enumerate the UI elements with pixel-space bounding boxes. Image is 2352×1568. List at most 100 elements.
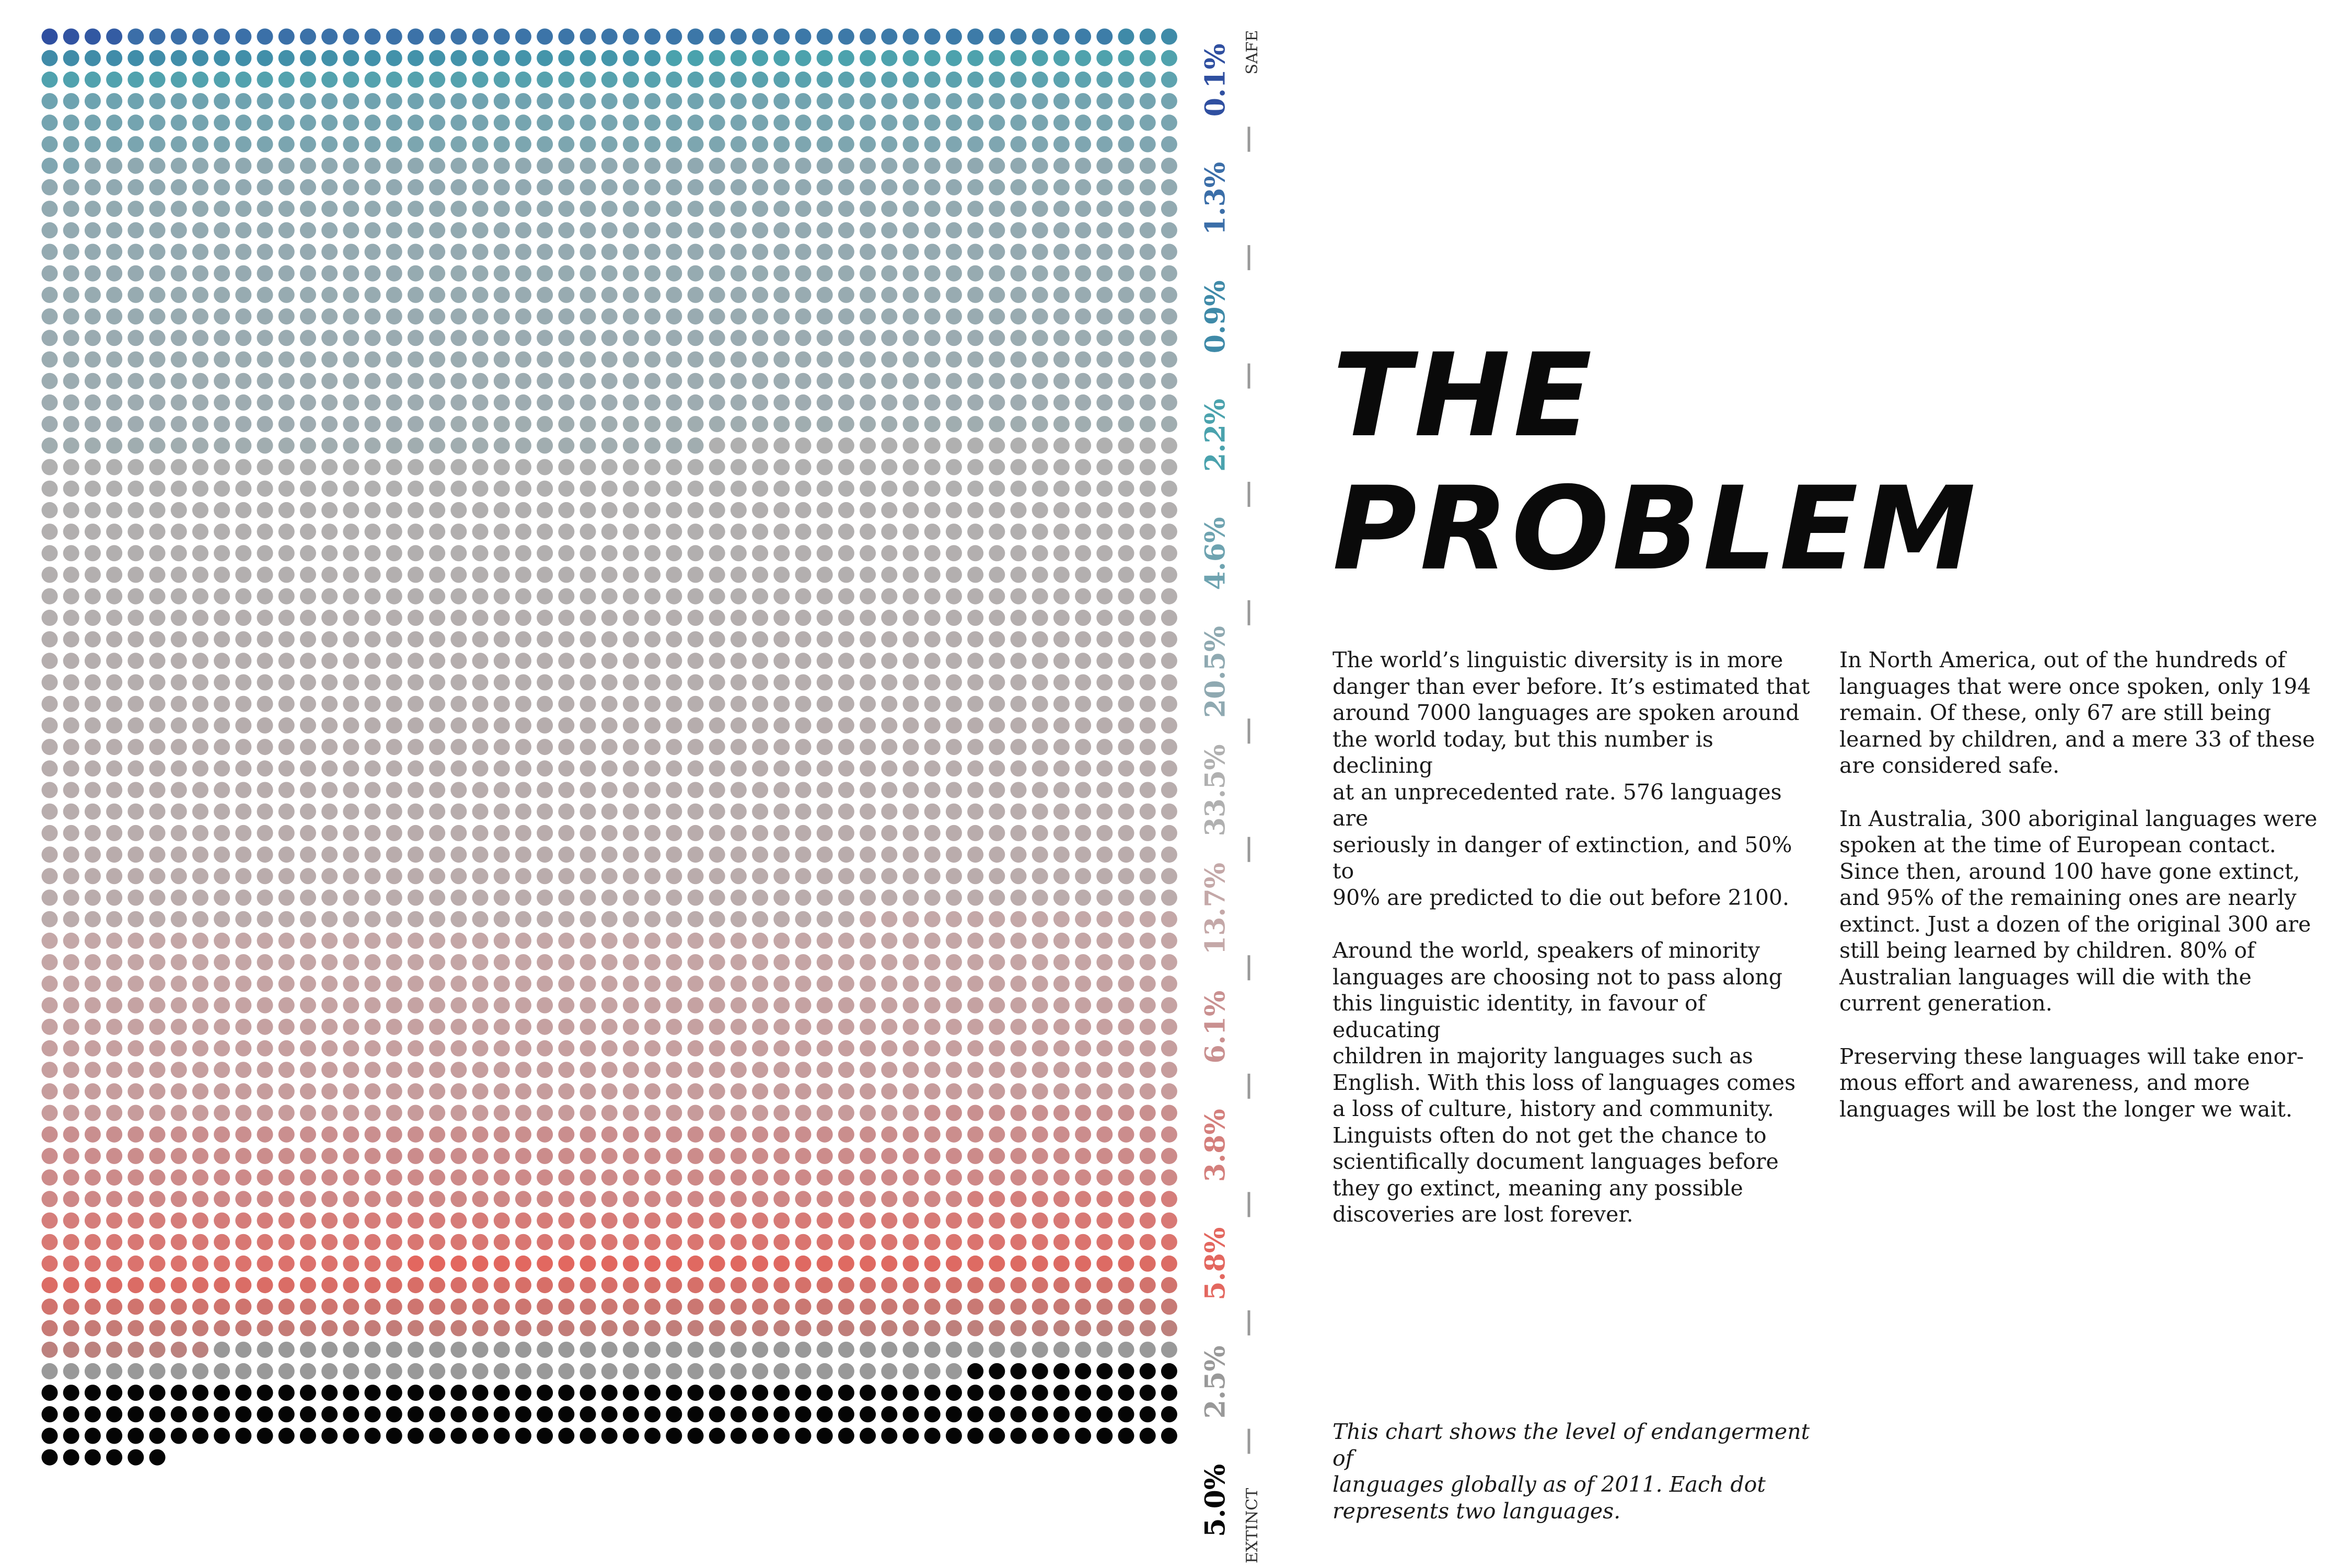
language-dot — [493, 695, 510, 712]
language-dot — [558, 954, 575, 971]
language-dot — [1139, 201, 1156, 217]
language-dot — [235, 201, 252, 217]
language-dot — [343, 1062, 360, 1078]
language-dot — [515, 28, 531, 45]
language-dot — [601, 631, 618, 648]
language-dot — [278, 545, 295, 562]
language-dot — [967, 674, 984, 691]
language-dot — [816, 93, 833, 110]
language-dot — [622, 93, 639, 110]
language-dot — [84, 1406, 101, 1423]
language-dot — [537, 136, 553, 153]
language-dot — [924, 179, 941, 195]
language-dot — [257, 28, 273, 45]
language-dot — [989, 351, 1005, 368]
language-dot — [989, 28, 1005, 45]
language-dot — [63, 1320, 79, 1337]
language-dot — [364, 1040, 381, 1056]
language-dot — [128, 803, 144, 820]
language-dot — [687, 824, 704, 841]
language-dot — [1010, 631, 1027, 648]
language-dot — [1096, 653, 1113, 669]
language-dot — [730, 545, 747, 562]
language-dot — [515, 975, 531, 992]
language-dot — [235, 1062, 252, 1078]
language-dot — [364, 997, 381, 1014]
language-dot — [214, 1105, 230, 1121]
language-dot — [63, 1363, 79, 1379]
language-dot — [795, 1320, 812, 1337]
language-dot — [752, 760, 769, 777]
language-dot — [1139, 739, 1156, 756]
language-dot — [450, 1062, 467, 1078]
language-dot — [945, 653, 962, 669]
article: THE PROBLEM The world’s linguistic diver… — [1333, 0, 2325, 1568]
language-dot — [128, 609, 144, 626]
language-dot — [1096, 308, 1113, 325]
language-dot — [128, 1126, 144, 1143]
language-dot — [299, 674, 316, 691]
language-dot — [730, 1385, 747, 1401]
language-dot — [170, 653, 187, 669]
language-dot — [257, 1083, 273, 1100]
language-dot — [622, 997, 639, 1014]
language-dot — [128, 28, 144, 45]
language-dot — [364, 911, 381, 927]
language-dot — [1118, 1320, 1134, 1337]
language-dot — [450, 868, 467, 885]
language-dot — [1075, 1018, 1092, 1035]
language-dot — [709, 1018, 725, 1035]
language-dot — [84, 911, 101, 927]
language-dot — [537, 524, 553, 540]
language-dot — [128, 330, 144, 346]
language-dot — [709, 1083, 725, 1100]
language-dot — [902, 975, 919, 992]
language-dot — [881, 975, 898, 992]
language-dot — [1161, 782, 1177, 798]
language-dot — [493, 1277, 510, 1294]
language-dot — [1053, 28, 1070, 45]
language-dot — [795, 782, 812, 798]
language-dot — [1010, 1277, 1027, 1294]
language-dot — [343, 330, 360, 346]
language-dot — [945, 954, 962, 971]
language-dot — [838, 695, 854, 712]
language-dot — [795, 1406, 812, 1423]
language-dot — [41, 782, 58, 798]
language-dot — [580, 782, 596, 798]
language-dot — [106, 93, 123, 110]
language-dot — [580, 243, 596, 260]
language-dot — [364, 524, 381, 540]
language-dot — [1053, 394, 1070, 411]
language-dot — [989, 545, 1005, 562]
language-dot — [580, 330, 596, 346]
language-dot — [472, 846, 489, 863]
language-dot — [235, 136, 252, 153]
language-dot — [860, 136, 876, 153]
language-dot — [235, 1169, 252, 1186]
language-dot — [450, 803, 467, 820]
language-dot — [41, 1169, 58, 1186]
language-dot — [1010, 308, 1027, 325]
language-dot — [472, 975, 489, 992]
language-dot — [752, 566, 769, 583]
language-dot — [644, 1105, 661, 1121]
language-dot — [450, 243, 467, 260]
language-dot — [902, 1083, 919, 1100]
language-dot — [84, 782, 101, 798]
language-dot — [666, 524, 682, 540]
language-dot — [1139, 954, 1156, 971]
language-dot — [709, 1363, 725, 1379]
language-dot — [170, 1427, 187, 1444]
language-dot — [1032, 222, 1048, 239]
language-dot — [321, 351, 338, 368]
language-dot — [1032, 524, 1048, 540]
language-dot — [41, 824, 58, 841]
language-dot — [644, 911, 661, 927]
language-dot — [967, 932, 984, 949]
language-dot — [1096, 1363, 1113, 1379]
language-dot — [816, 674, 833, 691]
language-dot — [537, 1234, 553, 1250]
language-dot — [709, 1040, 725, 1056]
language-dot — [1010, 846, 1027, 863]
